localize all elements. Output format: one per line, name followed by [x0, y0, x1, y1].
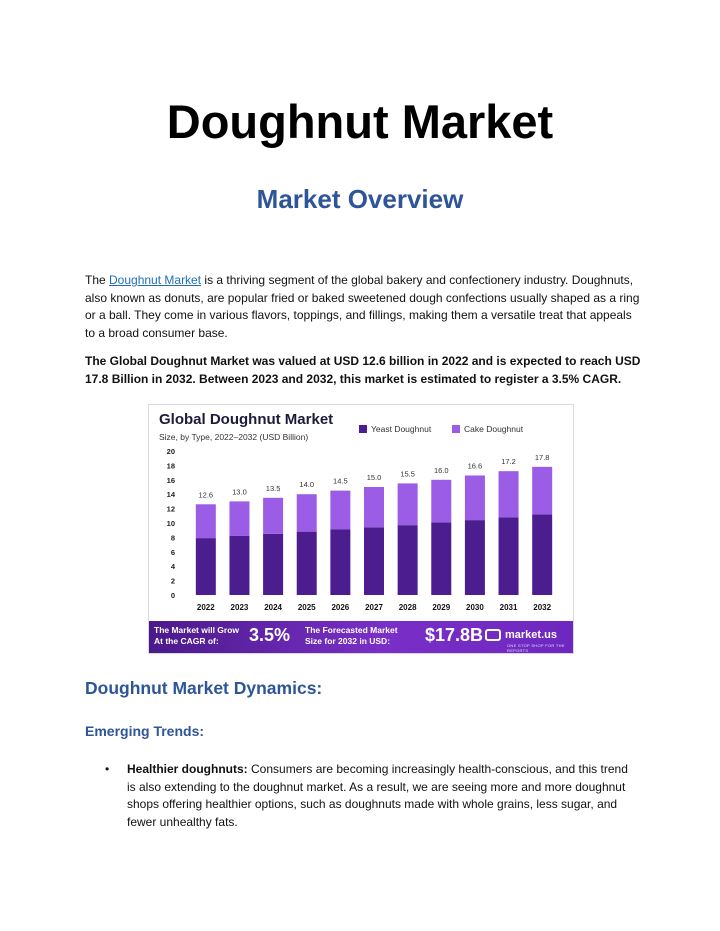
data-label-2030: 16.6: [468, 461, 483, 470]
bar-cake-2023: [229, 501, 250, 536]
trends-heading: Emerging Trends:: [85, 723, 205, 739]
page-title: Doughnut Market: [166, 95, 554, 148]
x-tick-label-2025: 2025: [298, 603, 316, 612]
infographic-subtitle: Size, by Type, 2022–2032 (USD Billion): [159, 432, 309, 442]
bar-yeast-2026: [330, 529, 351, 595]
x-tick-label-2028: 2028: [399, 603, 417, 612]
bar-cake-2024: [263, 497, 284, 534]
infographic-banner: The Market will Grow At the CAGR of: 3.5…: [149, 621, 573, 653]
bar-yeast-2031: [498, 517, 519, 595]
cagr-value: 3.5%: [249, 625, 291, 645]
x-tick-label-2031: 2031: [500, 603, 518, 612]
bar-yeast-2032: [532, 514, 553, 595]
cagr-label: The Market will Grow At the CAGR of:: [154, 625, 240, 646]
y-tick-label: 12: [167, 505, 175, 514]
y-tick-label: 20: [167, 447, 175, 456]
bar-yeast-2028: [397, 525, 418, 595]
data-label-2022: 12.6: [199, 490, 214, 499]
bar-cake-2030: [464, 475, 485, 521]
y-tick-label: 18: [167, 461, 175, 470]
bar-yeast-2025: [296, 531, 317, 595]
bullet-text: Healthier doughnuts: Consumers are becom…: [127, 761, 635, 831]
intro-suffix: is a thriving segment of the global bake…: [85, 273, 640, 340]
legend-cake-label: Cake Doughnut: [464, 424, 524, 434]
bar-yeast-2023: [229, 535, 250, 595]
x-tick-label-2023: 2023: [231, 603, 249, 612]
bar-yeast-2027: [364, 527, 384, 595]
legend-yeast-label: Yeast Doughnut: [371, 424, 432, 434]
trend-bullet-item: • Healthier doughnuts: Consumers are bec…: [105, 761, 635, 831]
bar-cake-2027: [364, 487, 384, 528]
brand-logo: market.us: [485, 629, 557, 641]
x-tick-label-2030: 2030: [466, 603, 484, 612]
intro-paragraph: The Doughnut Market is a thriving segmen…: [85, 272, 645, 342]
y-tick-label: 10: [167, 519, 175, 528]
data-label-2032: 17.8: [535, 453, 550, 462]
bar-cake-2031: [498, 471, 519, 518]
bar-yeast-2024: [263, 533, 284, 595]
bullet-bold-label: Healthier doughnuts:: [127, 762, 248, 776]
legend-yeast-swatch: [359, 425, 367, 433]
x-tick-label-2027: 2027: [365, 603, 383, 612]
bar-cake-2032: [532, 466, 553, 515]
bar-cake-2026: [330, 490, 351, 530]
infographic-title: Global Doughnut Market: [159, 411, 334, 428]
data-label-2031: 17.2: [501, 457, 516, 466]
bar-yeast-2022: [195, 538, 216, 595]
market-infographic: Global Doughnut Market Size, by Type, 20…: [148, 404, 574, 654]
legend-cake-swatch: [452, 425, 460, 433]
bar-yeast-2029: [431, 522, 452, 595]
y-tick-label: 16: [167, 476, 175, 485]
y-tick-label: 8: [171, 533, 175, 542]
y-tick-label: 6: [171, 548, 175, 557]
page-subtitle: Market Overview: [256, 184, 464, 214]
forecast-value: $17.8B: [425, 625, 484, 645]
bar-cake-2029: [431, 479, 452, 523]
x-tick-label-2024: 2024: [264, 603, 282, 612]
x-tick-label-2022: 2022: [197, 603, 215, 612]
x-tick-label-2029: 2029: [432, 603, 450, 612]
bar-cake-2028: [397, 483, 418, 526]
data-label-2026: 14.5: [333, 477, 348, 486]
x-tick-label-2026: 2026: [331, 603, 349, 612]
bullet-body: Consumers are becoming increasingly heal…: [127, 762, 628, 829]
brand-name: market.us: [505, 629, 557, 641]
y-tick-label: 4: [171, 562, 176, 571]
bar-yeast-2030: [464, 520, 485, 595]
stacked-bar-chart: 0 2 4 6 8 10 12 14 16 18 20 12.6 2022 13.0 2023 13.5 202…: [167, 447, 553, 612]
intro-prefix: The: [85, 273, 110, 287]
data-label-2029: 16.0: [434, 466, 449, 475]
brand-mark-icon: [485, 629, 501, 641]
data-label-2023: 13.0: [232, 487, 247, 496]
doughnut-market-link[interactable]: Doughnut Market: [109, 273, 202, 287]
legend-yeast: Yeast Doughnut: [359, 424, 431, 434]
dynamics-heading: Doughnut Market Dynamics:: [85, 678, 323, 698]
y-tick-label: 0: [171, 591, 175, 600]
y-tick-label: 14: [167, 490, 176, 499]
brand-tagline: ONE STOP SHOP FOR THE REPORTS: [507, 643, 565, 653]
bullet-dot-icon: •: [105, 762, 110, 776]
data-label-2025: 14.0: [299, 480, 314, 489]
x-tick-label-2032: 2032: [533, 603, 551, 612]
forecast-label: The Forecasted Market Size for 2032 in U…: [305, 625, 398, 646]
bar-cake-2022: [195, 504, 216, 539]
y-tick-label: 2: [171, 577, 175, 586]
legend-cake: Cake Doughnut: [452, 424, 523, 434]
data-label-2027: 15.0: [367, 473, 382, 482]
data-label-2028: 15.5: [400, 469, 415, 478]
summary-paragraph: The Global Doughnut Market was valued at…: [85, 354, 641, 386]
bar-cake-2025: [296, 494, 317, 532]
data-label-2024: 13.5: [266, 484, 281, 493]
